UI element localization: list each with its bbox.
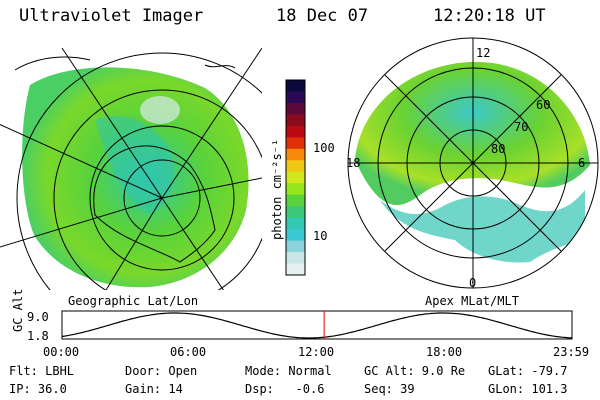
colorbar-segment xyxy=(286,252,305,265)
colorbar-segment xyxy=(286,102,305,115)
colorbar-segment xyxy=(286,194,305,207)
colorbar-segment xyxy=(286,183,305,196)
latitude-circle xyxy=(16,52,262,290)
status-mode: Mode: Normal xyxy=(245,364,332,378)
orbit-ytick: 1.8 xyxy=(27,329,49,343)
meridian xyxy=(0,197,163,248)
colorbar-segment xyxy=(286,240,305,253)
colorbar-segment xyxy=(286,91,305,104)
colorbar-label: photon cm⁻²s⁻¹ xyxy=(270,138,284,240)
colorbar-segment xyxy=(286,229,305,242)
orbit-ylabel: GC Alt xyxy=(11,288,25,332)
mlt-label-0: 0 xyxy=(469,276,477,290)
meridian xyxy=(105,197,163,290)
mlt-label-6: 6 xyxy=(578,156,586,170)
latitude-circle xyxy=(123,159,201,237)
colorbar-segment xyxy=(286,206,305,219)
apex-caption: Apex MLat/MLT xyxy=(425,294,519,308)
status-flt: Flt: LBHL xyxy=(9,364,75,378)
dim-region-geographic xyxy=(95,115,174,215)
colorbar-segment xyxy=(286,114,305,127)
colorbar-segment xyxy=(286,80,305,92)
status-glat: GLat: -79.7 xyxy=(488,364,568,378)
mlt-label-18: 18 xyxy=(346,156,361,170)
orbit-ytick: 9.0 xyxy=(27,310,49,324)
colorbar-segment xyxy=(286,148,305,161)
colorbar xyxy=(285,79,306,276)
instrument-title: Ultraviolet Imager xyxy=(19,6,204,26)
orbit-xtick: 18:00 xyxy=(426,345,463,359)
sunlit-patch xyxy=(140,96,180,124)
colorbar-segment xyxy=(286,217,305,230)
status-ip: IP: 36.0 xyxy=(9,382,67,396)
status-dsp: Dsp: -0.6 xyxy=(245,382,325,396)
colorbar-tick: 100 xyxy=(313,141,335,155)
status-glon: GLon: 101.3 xyxy=(488,382,568,396)
colorbar-segment xyxy=(286,171,305,184)
colorbar-segment xyxy=(286,160,305,173)
mlat-label-80: 80 xyxy=(491,142,506,156)
mlat-mlt-image xyxy=(347,37,599,289)
latitude-circle xyxy=(53,89,262,290)
image-date: 18 Dec 07 xyxy=(276,6,369,26)
geographic-image xyxy=(0,47,262,290)
orbit-plot xyxy=(61,310,573,340)
status-seq: Seq: 39 xyxy=(364,382,415,396)
mlt-line xyxy=(384,74,562,252)
colorbar-segment xyxy=(286,263,305,276)
meridian xyxy=(0,123,163,199)
aurora-field-mlt-lower xyxy=(380,190,585,263)
orbit-xtick: 23:59 xyxy=(553,345,590,359)
status-gain: Gain: 14 xyxy=(125,382,183,396)
geographic-caption: Geographic Lat/Lon xyxy=(68,294,199,308)
colorbar-tick: 10 xyxy=(313,229,328,243)
meridian xyxy=(161,47,262,199)
status-door: Door: Open xyxy=(125,364,198,378)
coastline xyxy=(204,64,236,69)
orbit-xtick: 00:00 xyxy=(43,345,80,359)
mlat-label-70: 70 xyxy=(514,120,529,134)
colorbar-frame xyxy=(285,79,306,276)
mlat-label-60: 60 xyxy=(536,98,551,112)
meridian xyxy=(61,47,163,199)
colorbar-segment xyxy=(286,137,305,150)
latitude-circle xyxy=(89,125,235,271)
orbit-xtick: 12:00 xyxy=(298,345,335,359)
image-time: 12:20:18 UT xyxy=(433,6,546,26)
coastline xyxy=(93,145,216,263)
status-gcalt: GC Alt: 9.0 Re xyxy=(364,364,466,378)
orbit-xtick: 06:00 xyxy=(170,345,207,359)
orbit-altitude-curve xyxy=(61,312,573,339)
orbit-frame xyxy=(61,310,573,340)
mlt-label-12: 12 xyxy=(476,46,491,60)
coastline xyxy=(14,56,91,71)
meridian xyxy=(161,177,262,199)
meridian xyxy=(161,197,224,290)
colorbar-segment xyxy=(286,125,305,138)
